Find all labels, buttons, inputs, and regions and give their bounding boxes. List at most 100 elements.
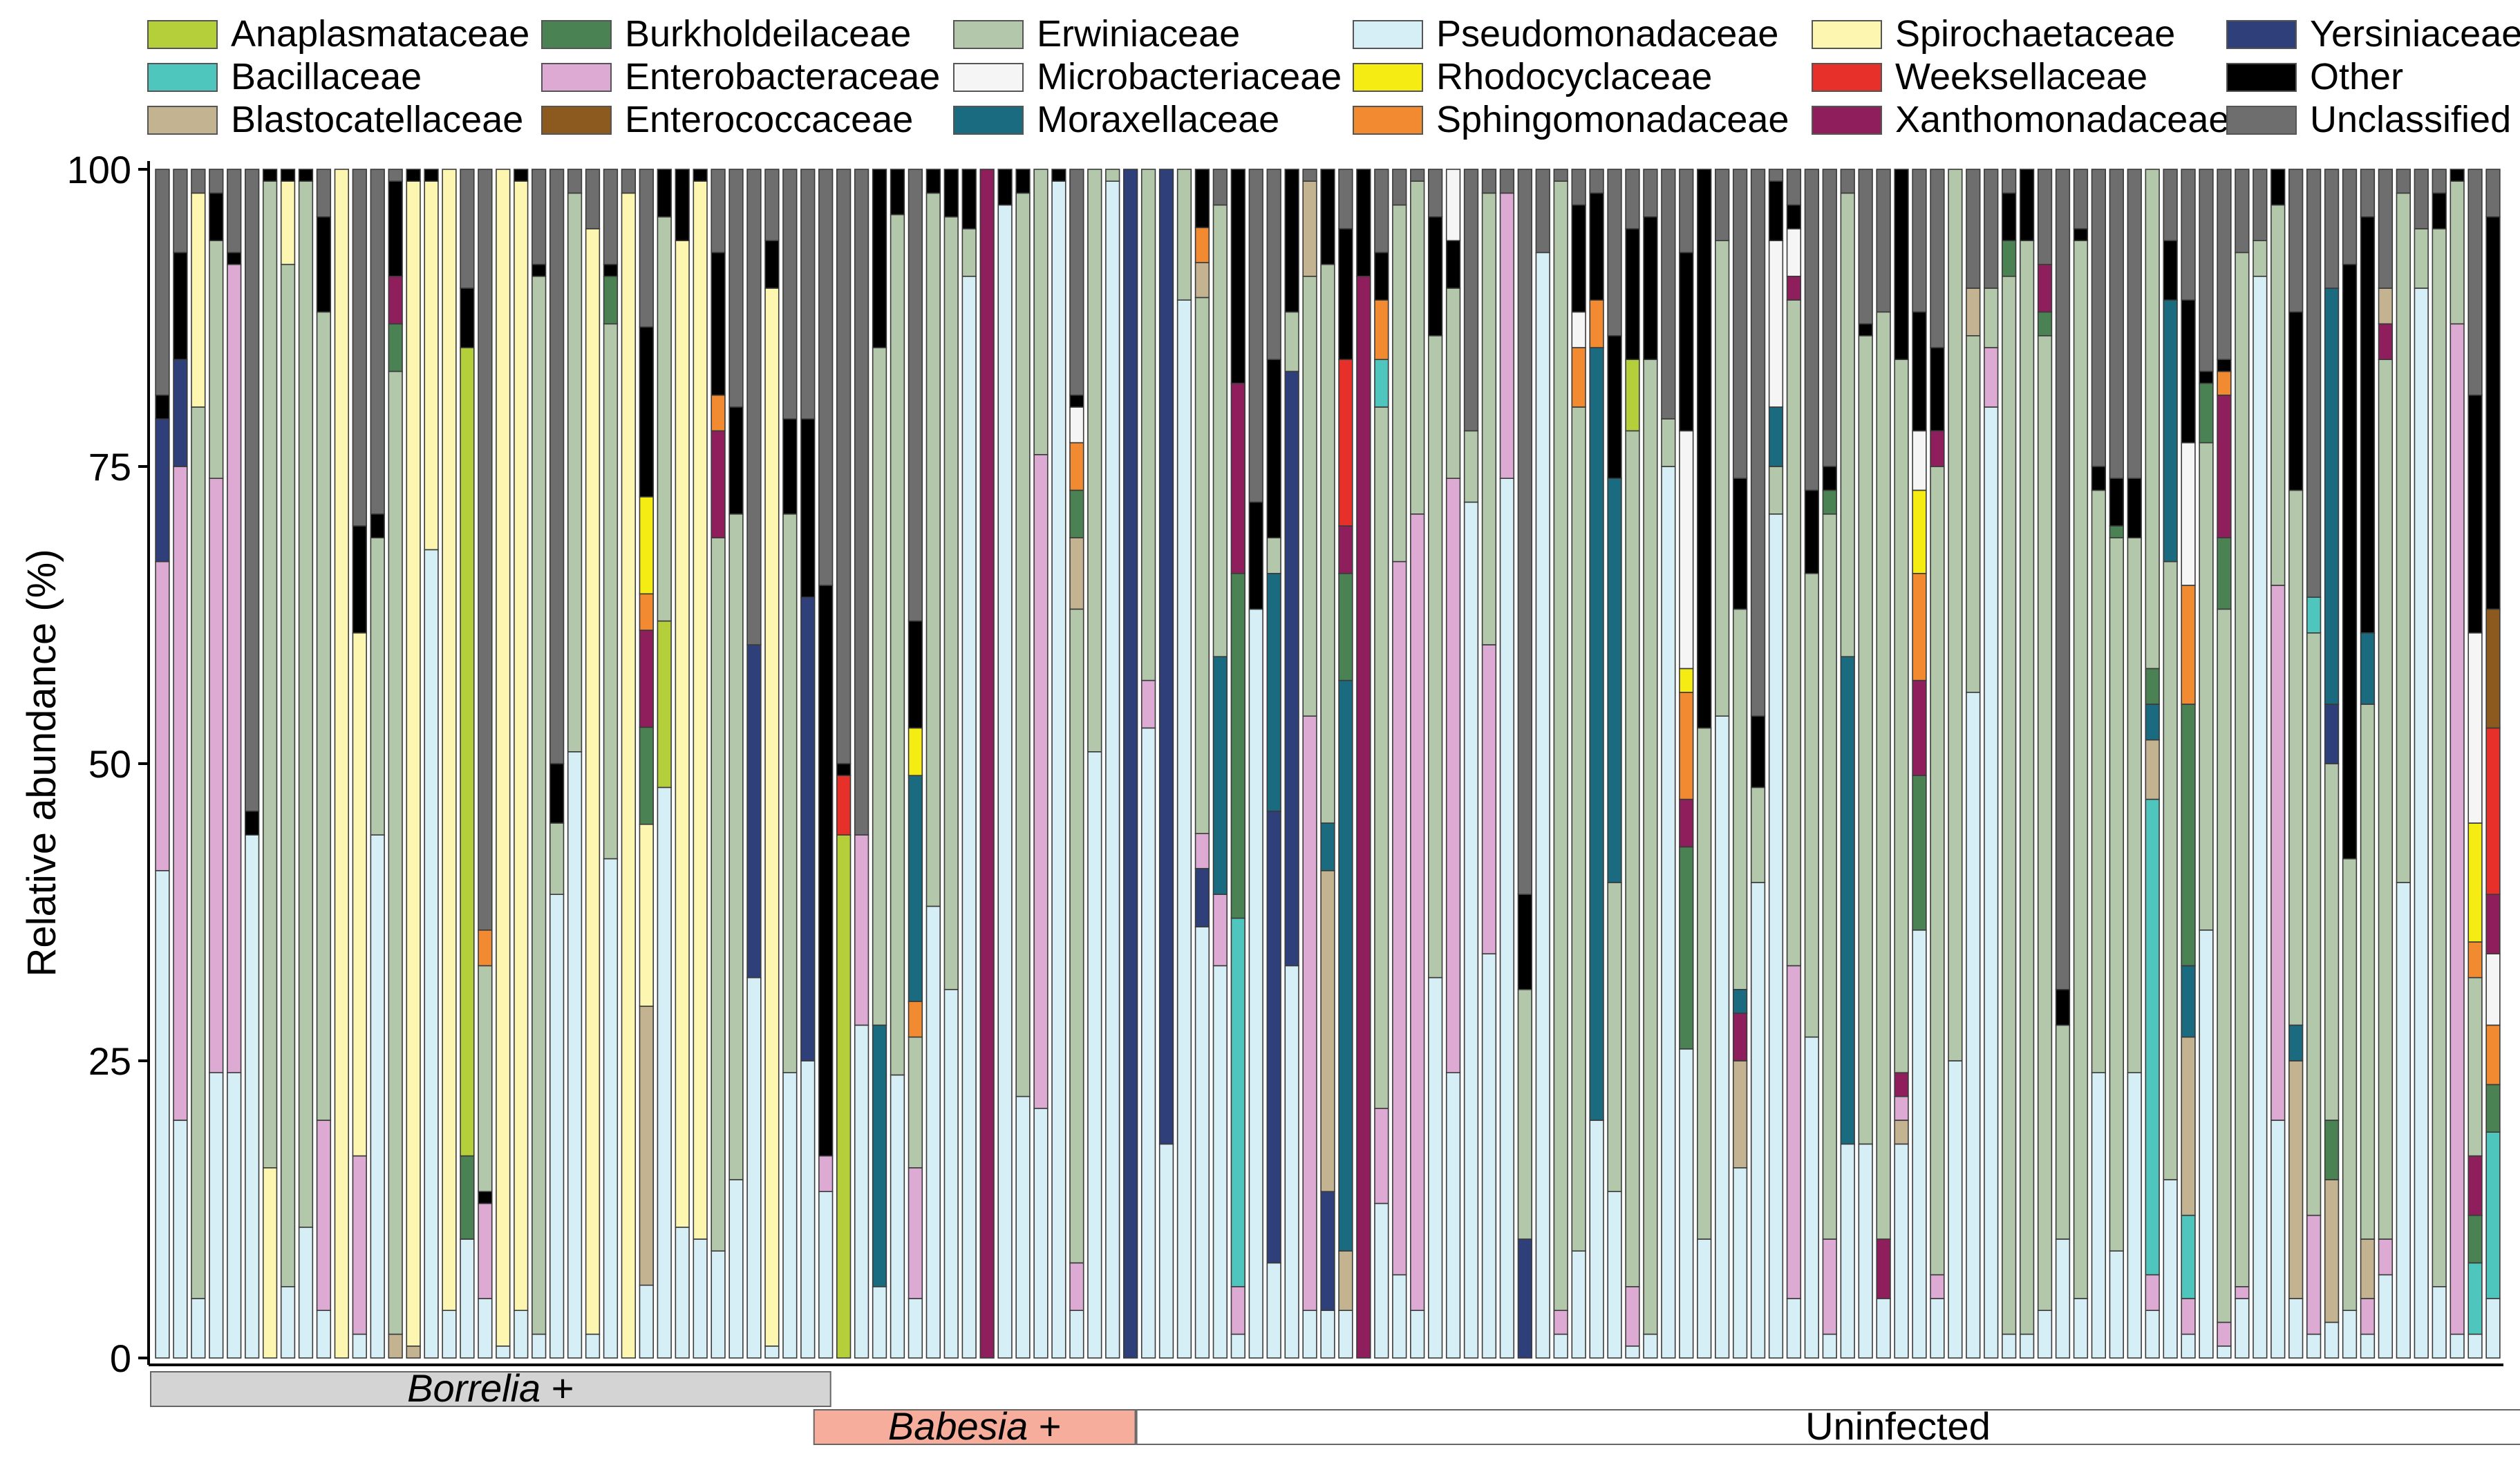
segment-other (1607, 334, 1622, 479)
sample-bar-31 (693, 169, 708, 1359)
segment-burkholdeilaceae (388, 323, 403, 372)
segment-rhodocyclaceae (639, 496, 654, 595)
sample-bar-12 (352, 169, 367, 1359)
segment-other (1697, 169, 1712, 729)
segment-erwiniaceae (2091, 489, 2107, 1074)
sample-bar-103 (1984, 169, 1999, 1359)
segment-pseudomonadaceae (943, 989, 959, 1359)
segment-unclassified (585, 169, 601, 229)
segment-spirochaetaceae (764, 287, 780, 1347)
segment-pseudomonadaceae (2288, 1298, 2304, 1359)
segment-pseudomonadaceae (1661, 466, 1676, 1359)
segment-erwiniaceae (2253, 240, 2268, 277)
sample-bar-3 (191, 169, 206, 1359)
segment-pseudomonadaceae (1930, 1298, 1945, 1359)
segment-unclassified (2342, 169, 2358, 265)
segment-pseudomonadaceae (961, 275, 977, 1359)
segment-yersiniaceae (746, 644, 762, 979)
legend-swatch (541, 63, 612, 92)
segment-other (2091, 466, 2107, 491)
segment-unclassified (245, 169, 260, 812)
segment-erwiniaceae (1140, 169, 1156, 681)
segment-erwiniaceae (1212, 204, 1228, 657)
segment-erwiniaceae (1732, 608, 1748, 990)
segment-erwiniaceae (1768, 466, 1784, 515)
sample-bar-10 (316, 169, 332, 1359)
segment-pseudomonadaceae (1158, 1143, 1174, 1359)
sample-bar-82 (1607, 169, 1622, 1359)
segment-yersiniaceae (1266, 811, 1281, 1264)
segment-other (2002, 192, 2017, 241)
segment-pseudomonadaceae (1786, 1298, 1802, 1359)
segment-pseudomonadaceae (1320, 1310, 1335, 1359)
sample-bar-43 (908, 169, 923, 1359)
segment-other (424, 169, 439, 182)
segment-other (2467, 394, 2483, 634)
segment-erwiniaceae (316, 311, 332, 1121)
segment-other (2485, 216, 2501, 610)
segment-erwiniaceae (1858, 334, 1873, 1145)
sample-bar-67 (1338, 169, 1353, 1359)
segment-other (245, 811, 260, 836)
segment-erwiniaceae (2378, 359, 2394, 1240)
segment-unclassified (1930, 169, 1945, 348)
segment-moraxellaceae (1338, 679, 1353, 1252)
segment-blastocatellaceae (2181, 1036, 2196, 1216)
segment-spirochaetaceae (514, 180, 529, 1312)
segment-xanthomonadaceae (1912, 679, 1927, 776)
segment-erwiniaceae (1822, 513, 1837, 1240)
segment-erwiniaceae (1876, 311, 1891, 1240)
segment-erwiniaceae (1320, 263, 1335, 824)
segment-yersiniaceae (1517, 1238, 1532, 1359)
legend-item-microbacteriaceae: Microbacteriaceae (953, 56, 1342, 97)
segment-enterobacteraceae (2145, 1274, 2160, 1311)
group-suffix: + (540, 1366, 574, 1410)
segment-other (2288, 311, 2304, 491)
segment-burkholdeilaceae (2217, 537, 2232, 610)
segment-unclassified (639, 169, 654, 328)
segment-other (1051, 169, 1066, 182)
segment-pseudomonadaceae (2145, 1310, 2160, 1359)
segment-enterobacteraceae (2181, 1298, 2196, 1335)
sample-bar-41 (872, 169, 887, 1359)
segment-burkholdeilaceae (603, 275, 619, 325)
segment-erwiniaceae (2306, 632, 2322, 1216)
segment-other (818, 585, 834, 1157)
segment-unclassified (728, 169, 744, 408)
segment-pseudomonadaceae (155, 870, 170, 1359)
segment-unclassified (1876, 169, 1891, 313)
segment-pseudomonadaceae (2270, 1120, 2286, 1359)
segment-unclassified (1589, 169, 1604, 194)
segment-moraxellaceae (2288, 1024, 2304, 1061)
segment-pseudomonadaceae (2467, 1333, 2483, 1359)
segment-bacillaceae (2145, 798, 2160, 1276)
segment-erwiniaceae (2163, 560, 2178, 1180)
sample-bar-120 (2288, 169, 2304, 1359)
legend-swatch (1812, 20, 1882, 49)
segment-unclassified (1212, 169, 1228, 206)
segment-other (1517, 894, 1532, 990)
segment-pseudomonadaceae (1140, 727, 1156, 1359)
segment-erwiniaceae (2270, 204, 2286, 586)
segment-moraxellaceae (2324, 287, 2340, 705)
segment-blastocatellaceae (1732, 1060, 1748, 1169)
segment-erwiniaceae (2145, 169, 2160, 670)
segment-erwiniaceae (782, 513, 798, 1074)
segment-pseudomonadaceae (1571, 1250, 1586, 1359)
sample-bar-32 (711, 169, 726, 1359)
segment-erwiniaceae (1374, 406, 1389, 1109)
legend-label: Microbacteriaceae (1037, 56, 1342, 97)
segment-pseudomonadaceae (1463, 501, 1479, 1359)
segment-unclassified (2324, 169, 2340, 289)
group-label: Borrelia + (407, 1366, 574, 1410)
segment-enterobacteraceae (1212, 894, 1228, 967)
segment-pseudomonadaceae (1176, 299, 1192, 1359)
sample-bar-20 (496, 169, 511, 1359)
sample-bar-75 (1481, 169, 1497, 1359)
legend-item-rhodocyclaceae: Rhodocyclaceae (1353, 56, 1712, 97)
segment-xanthomonadaceae (1786, 275, 1802, 301)
sample-bar-102 (1966, 169, 1981, 1359)
segment-unclassified (2127, 169, 2142, 480)
segment-enterobacteraceae (1194, 833, 1210, 869)
segment-bacillaceae (2306, 596, 2322, 634)
